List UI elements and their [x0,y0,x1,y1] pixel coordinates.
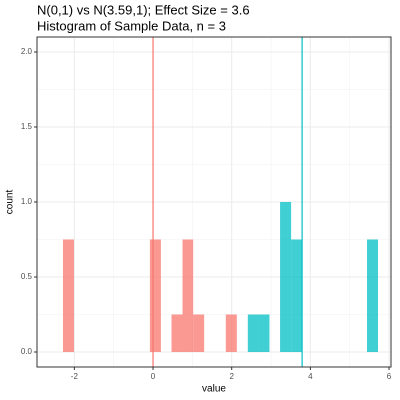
histogram-bar [149,239,161,352]
x-tick-label: 2 [229,372,234,381]
panel-border [36,36,392,368]
x-tick-label: -2 [71,372,79,381]
histogram-bar [291,239,303,352]
histogram-bar [280,202,292,352]
x-tick-label: 6 [387,372,392,381]
histogram-bar [225,314,237,352]
histogram-bar [62,239,74,352]
y-tick-label: 1.0 [21,197,33,206]
chart-title: N(0,1) vs N(3.59,1); Effect Size = 3.6 [37,2,250,17]
y-tick-label: 1.5 [21,122,33,131]
x-axis-label: value [202,384,226,395]
y-tick-label: 0.5 [21,272,33,281]
x-tick-label: 0 [151,372,156,381]
y-tick-label: 0.0 [21,347,33,356]
histogram-bar [171,314,183,352]
histogram-bar [258,314,270,352]
histogram-bar [193,314,205,352]
x-tick-label: 4 [308,372,313,381]
y-tick-label: 2.0 [21,47,33,56]
histogram-bar [182,239,194,352]
y-axis-label: count [5,190,16,215]
histogram-bar [247,314,259,352]
chart-subtitle: Histogram of Sample Data, n = 3 [37,18,226,33]
histogram-bar [367,239,379,352]
